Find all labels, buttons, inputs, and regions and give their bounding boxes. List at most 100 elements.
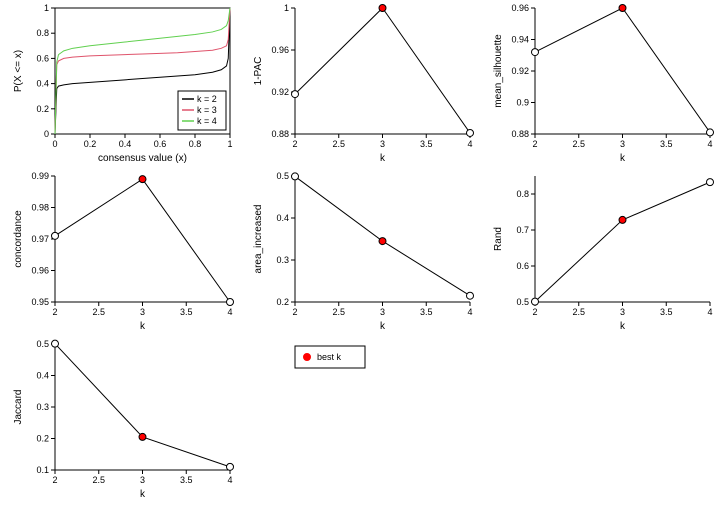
svg-text:0.5: 0.5 (36, 339, 49, 349)
svg-text:0.6: 0.6 (36, 53, 49, 63)
svg-text:0.96: 0.96 (511, 3, 529, 13)
svg-text:0.4: 0.4 (119, 139, 132, 149)
svg-text:P(X <= x): P(X <= x) (13, 50, 24, 92)
svg-text:3: 3 (140, 475, 145, 485)
k-point (52, 232, 59, 239)
k-point (52, 340, 59, 347)
svg-text:0.92: 0.92 (511, 66, 529, 76)
conc-plot: 22.533.540.950.960.970.980.99kconcordanc… (0, 168, 240, 336)
k-point (292, 91, 299, 98)
svg-text:Rand: Rand (493, 227, 504, 251)
svg-text:0.9: 0.9 (516, 98, 529, 108)
svg-text:0.5: 0.5 (276, 171, 289, 181)
svg-text:0.7: 0.7 (516, 225, 529, 235)
svg-text:3.5: 3.5 (180, 307, 193, 317)
rand-line (535, 182, 710, 302)
svg-text:4: 4 (227, 475, 232, 485)
svg-text:mean_silhouette: mean_silhouette (493, 34, 504, 108)
svg-text:2: 2 (292, 307, 297, 317)
svg-text:4: 4 (227, 307, 232, 317)
svg-text:k: k (380, 321, 386, 332)
svg-text:0.99: 0.99 (31, 171, 49, 181)
svg-text:0.3: 0.3 (36, 402, 49, 412)
svg-text:consensus value (x): consensus value (x) (98, 153, 187, 164)
best-k-point (139, 433, 146, 440)
sil-plot: 22.533.540.880.90.920.940.96kmean_silhou… (480, 0, 720, 168)
svg-text:0.5: 0.5 (516, 297, 529, 307)
svg-text:2.5: 2.5 (572, 139, 585, 149)
svg-text:Jaccard: Jaccard (13, 389, 24, 424)
svg-text:1: 1 (227, 139, 232, 149)
svg-text:0.4: 0.4 (276, 213, 289, 223)
svg-text:0.96: 0.96 (271, 45, 289, 55)
svg-text:k: k (140, 321, 146, 332)
k-point (532, 49, 539, 56)
k-point (467, 129, 474, 136)
svg-text:4: 4 (707, 139, 712, 149)
rand-plot: 22.533.540.50.60.70.8kRand (480, 168, 720, 336)
svg-text:2: 2 (292, 139, 297, 149)
svg-text:3.5: 3.5 (660, 307, 673, 317)
svg-text:2: 2 (52, 307, 57, 317)
svg-text:0.88: 0.88 (271, 129, 289, 139)
k-point (707, 129, 714, 136)
best-k-point (139, 176, 146, 183)
svg-text:k = 4: k = 4 (197, 116, 217, 126)
svg-text:2.5: 2.5 (332, 139, 345, 149)
svg-text:k: k (380, 153, 386, 164)
svg-text:0.2: 0.2 (276, 297, 289, 307)
k-point (227, 299, 234, 306)
svg-text:k: k (140, 489, 146, 500)
best-k-point (379, 5, 386, 12)
svg-text:0.4: 0.4 (36, 79, 49, 89)
jac-plot: 22.533.540.10.20.30.40.5kJaccard (0, 336, 240, 504)
k-point (532, 298, 539, 305)
best-k-point (379, 238, 386, 245)
svg-text:0.8: 0.8 (516, 189, 529, 199)
svg-text:1: 1 (44, 3, 49, 13)
svg-text:k: k (620, 321, 626, 332)
svg-text:2: 2 (532, 307, 537, 317)
svg-text:2.5: 2.5 (572, 307, 585, 317)
svg-text:2.5: 2.5 (92, 475, 105, 485)
svg-text:0.1: 0.1 (36, 465, 49, 475)
legend-marker (304, 354, 311, 361)
svg-text:0.98: 0.98 (31, 203, 49, 213)
svg-text:0.8: 0.8 (189, 139, 202, 149)
sil-line (535, 8, 710, 132)
svg-text:0: 0 (52, 139, 57, 149)
svg-text:0.2: 0.2 (84, 139, 97, 149)
svg-text:4: 4 (467, 139, 472, 149)
svg-text:k = 2: k = 2 (197, 94, 217, 104)
svg-text:3: 3 (140, 307, 145, 317)
k-point (227, 463, 234, 470)
svg-text:0.94: 0.94 (511, 35, 529, 45)
svg-text:3.5: 3.5 (660, 139, 673, 149)
best-k-legend: best k (240, 336, 480, 504)
svg-text:3: 3 (620, 307, 625, 317)
best-k-point (619, 216, 626, 223)
svg-text:2.5: 2.5 (332, 307, 345, 317)
svg-text:k: k (620, 153, 626, 164)
svg-text:0: 0 (44, 129, 49, 139)
pac-line (295, 8, 470, 133)
svg-text:0.96: 0.96 (31, 266, 49, 276)
svg-text:3: 3 (620, 139, 625, 149)
legend-label: best k (317, 352, 342, 362)
svg-text:1: 1 (284, 3, 289, 13)
svg-text:0.6: 0.6 (516, 261, 529, 271)
svg-text:2: 2 (52, 475, 57, 485)
k-point (707, 179, 714, 186)
svg-text:concordance: concordance (13, 210, 24, 268)
svg-text:0.95: 0.95 (31, 297, 49, 307)
conc-line (55, 179, 230, 302)
svg-text:0.2: 0.2 (36, 104, 49, 114)
k-point (467, 292, 474, 299)
cdf-plot: 00.20.40.60.8100.20.40.60.81consensus va… (0, 0, 240, 168)
pac-plot: 22.533.540.880.920.961k1-PAC (240, 0, 480, 168)
svg-text:3.5: 3.5 (420, 307, 433, 317)
svg-text:1-PAC: 1-PAC (253, 57, 264, 86)
svg-text:0.97: 0.97 (31, 234, 49, 244)
svg-text:0.92: 0.92 (271, 87, 289, 97)
svg-text:3: 3 (380, 307, 385, 317)
